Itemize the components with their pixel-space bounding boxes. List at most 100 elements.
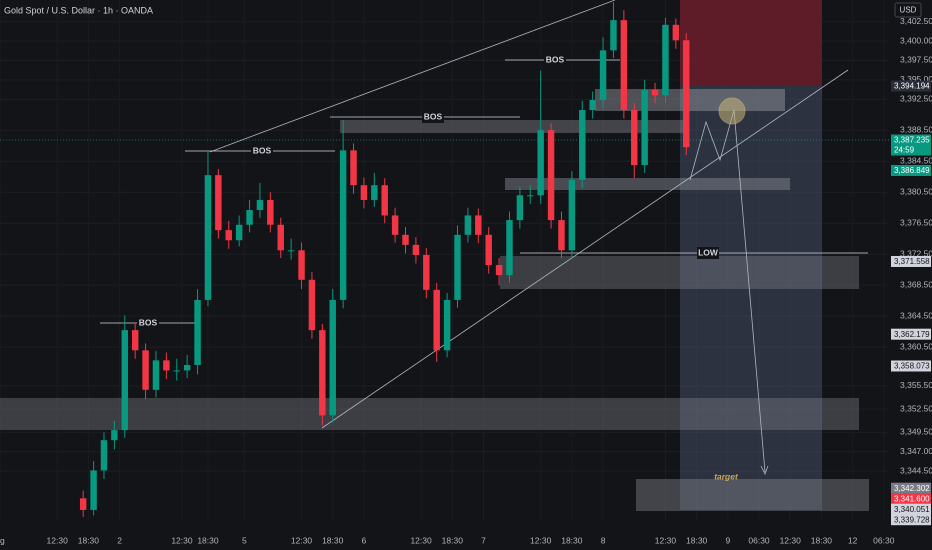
y-tick-label: 3,352.500	[900, 403, 932, 413]
highlight	[718, 97, 746, 125]
candle-body	[225, 230, 232, 241]
x-tick-label: 18:30	[811, 535, 833, 545]
annotation: BOS	[546, 54, 565, 64]
price-badge-label: 3,386.849	[894, 166, 930, 175]
candle-body	[194, 299, 201, 366]
x-tick-label: 5	[242, 535, 247, 545]
price-badge	[891, 360, 931, 372]
axis: 3,402.5003,400.0003,397.5003,395.0003,39…	[0, 16, 932, 545]
candle-body	[204, 175, 212, 300]
candle-body	[568, 179, 576, 251]
candle-body	[173, 370, 180, 372]
candle-body	[423, 254, 430, 290]
trendline	[321, 69, 849, 429]
y-tick-label: 3,360.500	[900, 341, 932, 351]
annotation-bg	[697, 247, 719, 259]
x-tick-label: 06:30	[873, 535, 895, 545]
x-tick-label: 12:30	[780, 535, 802, 545]
annotation-bg	[544, 54, 566, 66]
candle-body	[412, 244, 420, 255]
candle-body	[454, 234, 461, 300]
x-tick-label: 8	[601, 535, 606, 545]
demand-zone	[0, 398, 859, 430]
candle-body	[111, 430, 118, 441]
price-badge-label: 3,371.558	[894, 257, 930, 266]
y-tick-label: 3,376.500	[900, 217, 932, 227]
x-tick-label: 06:30	[748, 535, 770, 545]
candle-body	[163, 360, 170, 371]
candle-body	[90, 470, 97, 510]
candle-body	[277, 224, 284, 251]
candle-body	[246, 210, 253, 225]
time-axis	[0, 532, 932, 550]
x-tick-label: 18:30	[442, 535, 464, 545]
x-tick-label: 7	[481, 535, 486, 545]
annotation: target	[714, 471, 739, 481]
currency-box[interactable]	[894, 2, 922, 18]
price-badge-label: 3,394.194	[894, 82, 930, 91]
candle-body	[308, 279, 316, 331]
y-tick-label: 3,349.500	[900, 427, 932, 437]
price-badge	[891, 493, 931, 505]
price-badge	[891, 514, 931, 526]
y-tick-label: 3,368.500	[900, 279, 932, 289]
candle-body	[495, 265, 503, 276]
candle-body	[391, 215, 399, 235]
candle-body	[131, 330, 139, 351]
candle-body	[79, 498, 87, 510]
price-badge	[891, 328, 931, 340]
x-tick-label: 18:30	[197, 535, 219, 545]
candle-body	[651, 89, 659, 96]
price-badge-label: 3,387.235	[894, 136, 930, 145]
candle-body	[381, 185, 388, 216]
x-tick-label: 12:30	[47, 535, 69, 545]
candle-body	[620, 20, 628, 111]
price-badge-label: 3,341.600	[894, 494, 930, 503]
x-tick-label: 12:30	[530, 535, 552, 545]
target-box	[636, 479, 869, 511]
price-badge	[891, 134, 931, 146]
price-badge-label: 3,342.302	[894, 484, 930, 493]
candle-body	[360, 185, 368, 200]
candle-body	[350, 150, 357, 186]
y-tick-label: 3,372.500	[900, 248, 932, 258]
candle-body	[506, 220, 513, 276]
candle-body	[298, 250, 305, 280]
x-tick-label: 18:30	[78, 535, 100, 545]
candle-body	[235, 224, 243, 241]
candle-body	[100, 440, 108, 471]
y-tick-label: 3,402.500	[900, 16, 932, 26]
candle-body	[579, 110, 586, 180]
candle-body	[183, 365, 191, 371]
x-tick-label: 18:30	[561, 535, 583, 545]
annotation-bg	[251, 145, 273, 157]
candle-body	[527, 195, 534, 197]
candle-body	[267, 199, 274, 225]
candle-body	[121, 330, 128, 431]
x-tick-label: 18:30	[686, 535, 708, 545]
stop-zone	[680, 0, 822, 86]
target-zone	[680, 86, 822, 510]
candle-body	[641, 89, 648, 166]
annotation: BOS	[424, 111, 443, 121]
x-tick-label: ug	[0, 535, 5, 545]
annotation: BOS	[139, 317, 158, 327]
candle-body	[319, 330, 326, 416]
price-badge-label: 3,358.073	[894, 362, 930, 371]
trendline	[209, 0, 616, 153]
candle-body	[610, 20, 617, 51]
candle-body	[443, 299, 451, 351]
y-tick-label: 3,380.500	[900, 186, 932, 196]
x-tick-label: 12:30	[291, 535, 313, 545]
candle-body	[547, 130, 555, 221]
candle-body	[371, 185, 378, 200]
candle-body	[485, 234, 492, 266]
y-tick-label: 3,355.500	[900, 380, 932, 390]
zone	[505, 178, 790, 190]
annotations: BOS BOS BOS BOS LOW target	[137, 54, 739, 481]
x-tick-label: 6	[362, 535, 367, 545]
price-badge	[891, 503, 931, 515]
x-tick-label: 9	[725, 535, 730, 545]
